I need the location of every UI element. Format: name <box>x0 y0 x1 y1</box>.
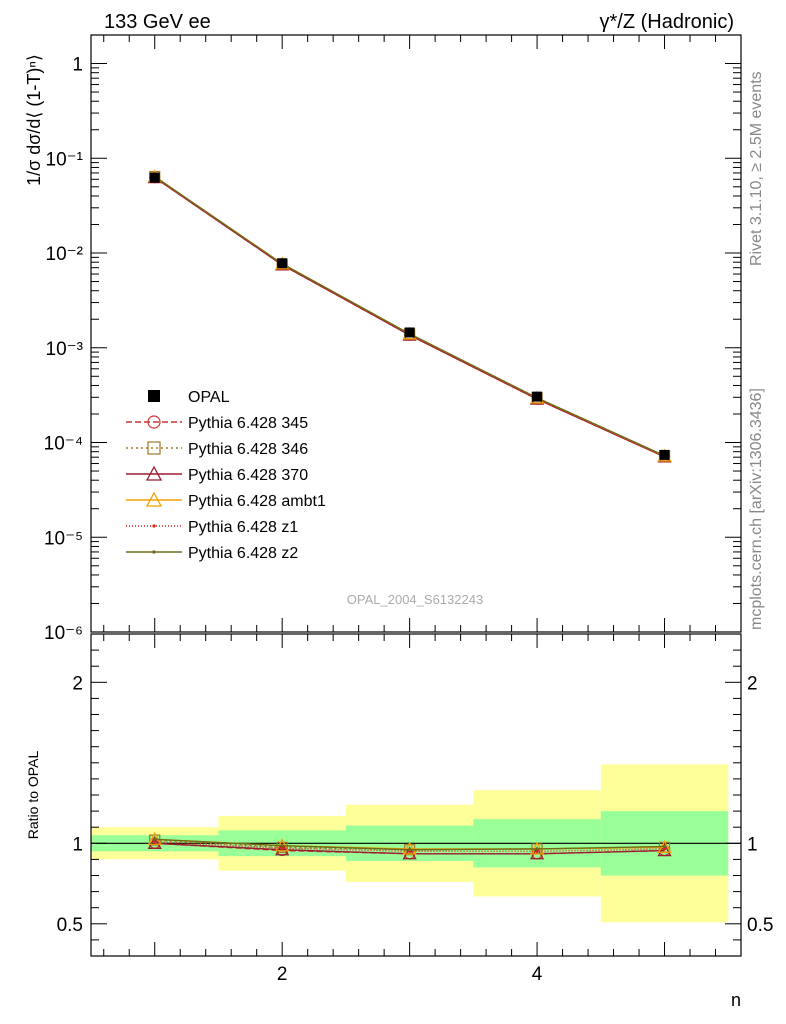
legend-marker-4 <box>152 524 156 528</box>
ratio-point-5 <box>662 844 667 849</box>
main-y-tick-label: 1 <box>72 55 83 76</box>
legend-marker-data <box>148 390 160 402</box>
mcplots-reference-label: mcplots.cern.ch [arXiv:1306.3436] <box>748 388 765 630</box>
data-point <box>659 449 670 460</box>
ratio-y-tick-label-left: 2 <box>72 673 83 694</box>
ratio-point-2 <box>529 846 545 860</box>
data-point <box>532 391 543 402</box>
main-y-tick-label: 10⁻² <box>46 244 84 265</box>
legend: OPAL Pythia 6.428 345 Pythia 6.428 346 Pyth… <box>126 389 326 562</box>
ratio-point-5 <box>408 848 412 852</box>
main-y-tick-label: 10⁻³ <box>46 339 84 360</box>
data-point <box>149 172 160 183</box>
ratio-y-axis-label: Ratio to OPAL <box>25 751 41 840</box>
main-y-tick-label: 10⁻¹ <box>46 149 84 170</box>
rivet-version-label: Rivet 3.1.10, ≥ 2.5M events <box>748 71 765 266</box>
ratio-point-5 <box>280 844 284 848</box>
energy-title: 133 GeV ee <box>104 11 211 33</box>
data-point <box>277 258 288 269</box>
series-line-5 <box>154 176 665 457</box>
main-y-tick-label: 10⁻⁴ <box>44 434 83 455</box>
legend-label-0: Pythia 6.428 345 <box>188 415 308 432</box>
ratio-point-2 <box>147 835 162 849</box>
main-y-tick-label: 10⁻⁶ <box>44 623 83 644</box>
ratio-point-1 <box>276 841 288 853</box>
ratio-y-tick-label-left: 0.5 <box>57 915 83 936</box>
legend-label-2: Pythia 6.428 370 <box>188 467 308 484</box>
legend-marker-3 <box>145 491 163 507</box>
analysis-watermark: OPAL_2004_S6132243 <box>347 592 483 607</box>
ratio-point-4 <box>280 846 284 850</box>
legend-marker-2 <box>145 465 163 481</box>
series-line-1 <box>154 176 665 457</box>
ratio-point-5 <box>153 837 157 841</box>
legend-label-4: Pythia 6.428 z1 <box>188 519 298 536</box>
ratio-point-2 <box>402 846 417 860</box>
main-y-tick-label: 10⁻⁵ <box>44 528 83 549</box>
ratio-plot: 0.5 0.5 1 1 2 2 2 4 <box>57 633 773 985</box>
legend-label-1: Pythia 6.428 346 <box>188 441 308 458</box>
ratio-point-2 <box>657 843 672 857</box>
ratio-point-3 <box>402 841 417 855</box>
ratio-point-2 <box>275 842 290 856</box>
ratio-point-4 <box>535 849 539 853</box>
legend-label-3: Pythia 6.428 ambt1 <box>188 493 326 510</box>
legend-marker-5 <box>152 550 156 554</box>
ratio-y-tick-label-right: 0.5 <box>747 915 773 936</box>
legend-marker-0 <box>147 415 161 429</box>
x-axis-label: n <box>731 990 741 1010</box>
ratio-y-tick-label-right: 2 <box>747 673 758 694</box>
ratio-point-5 <box>535 847 539 851</box>
main-y-axis-label: 1/σ dσ/d⟨ (1-T)ⁿ⟩ <box>24 54 44 186</box>
main-plot: 1 10⁻¹ 10⁻² 10⁻³ 10⁻⁴ 10⁻⁵ 10⁻⁶ <box>44 34 742 644</box>
legend-label-data: OPAL <box>188 389 230 406</box>
ratio-y-tick-label-right: 1 <box>747 834 758 855</box>
legend-marker-1 <box>147 441 161 455</box>
legend-label-5: Pythia 6.428 z2 <box>188 545 298 562</box>
process-title: γ*/Z (Hadronic) <box>600 11 734 33</box>
ratio-point-4 <box>153 840 157 844</box>
data-point <box>404 327 415 338</box>
x-tick-label: 4 <box>532 964 543 985</box>
x-tick-label: 2 <box>277 964 288 985</box>
ratio-y-tick-label-left: 1 <box>72 834 83 855</box>
main-plot-frame <box>90 34 742 633</box>
ratio-point-4 <box>662 847 667 851</box>
